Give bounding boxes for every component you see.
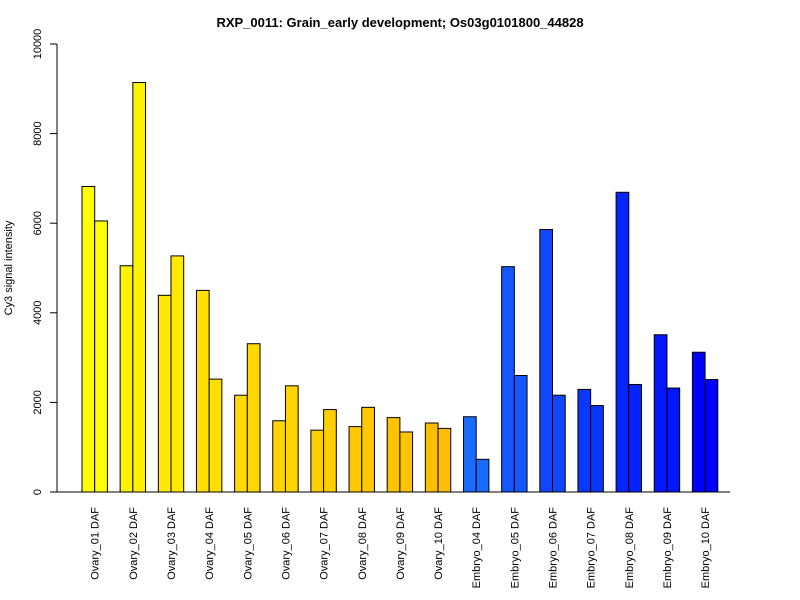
y-tick-label: 8000 <box>32 121 44 145</box>
bar <box>501 266 515 493</box>
bar <box>323 409 337 493</box>
bar <box>513 375 528 493</box>
x-tick-label: Ovary_10 DAF <box>433 507 445 580</box>
y-tick-label: 6000 <box>32 211 44 235</box>
bar <box>691 351 706 493</box>
bar <box>132 82 147 493</box>
x-tick-label: Embryo_10 DAF <box>700 507 712 589</box>
x-tick-label: Embryo_04 DAF <box>471 507 483 589</box>
bar <box>157 294 172 493</box>
x-tick-label: Ovary_09 DAF <box>395 507 407 580</box>
bar <box>234 394 248 493</box>
chart-title: RXP_0011: Grain_early development; Os03g… <box>216 15 583 30</box>
bar <box>81 185 96 493</box>
bar <box>284 385 299 493</box>
bar <box>246 343 261 493</box>
x-tick-label: Ovary_08 DAF <box>357 507 369 580</box>
bar <box>361 406 375 493</box>
x-tick-label: Embryo_09 DAF <box>662 507 674 589</box>
bar <box>424 422 439 493</box>
y-axis-ticks: 0 2000 4000 6000 8000 10000 <box>32 29 57 495</box>
x-tick-label: Ovary_03 DAF <box>166 507 178 580</box>
bar <box>628 383 642 493</box>
bar <box>119 265 134 493</box>
x-tick-label: Embryo_07 DAF <box>586 507 598 589</box>
bar <box>170 255 185 493</box>
bar <box>272 420 286 493</box>
bar <box>94 220 108 493</box>
bar <box>615 191 630 493</box>
x-tick-label: Embryo_06 DAF <box>548 507 560 589</box>
y-tick-label: 4000 <box>32 301 44 325</box>
bar <box>348 426 363 493</box>
bars <box>81 82 719 493</box>
bar <box>539 228 553 493</box>
bar <box>552 394 566 493</box>
bar <box>195 289 210 493</box>
x-tick-label: Ovary_01 DAF <box>90 507 102 580</box>
bar <box>590 405 604 493</box>
x-tick-label: Embryo_05 DAF <box>509 507 521 589</box>
x-axis-labels: Ovary_01 DAF Ovary_02 DAF Ovary_03 DAF Ovar… <box>90 507 712 589</box>
y-axis-title: Cy3 signal intensity <box>3 220 15 315</box>
bar <box>208 378 223 493</box>
x-tick-label: Ovary_05 DAF <box>242 507 254 580</box>
bar <box>666 387 681 493</box>
y-tick-label: 2000 <box>32 390 44 414</box>
bar <box>653 334 668 493</box>
bar <box>463 416 477 493</box>
x-tick-label: Ovary_07 DAF <box>319 507 331 580</box>
x-tick-label: Ovary_04 DAF <box>204 507 216 580</box>
x-tick-label: Ovary_06 DAF <box>280 507 292 580</box>
bar <box>310 429 325 493</box>
bar <box>475 458 490 493</box>
x-tick-label: Embryo_08 DAF <box>624 507 636 589</box>
y-tick-label: 0 <box>32 489 44 495</box>
bar <box>704 379 719 493</box>
bar <box>386 417 401 493</box>
y-tick-label: 10000 <box>32 29 44 60</box>
x-tick-label: Ovary_02 DAF <box>128 507 140 580</box>
bar <box>437 427 452 493</box>
bar <box>577 388 592 493</box>
bar <box>399 431 414 493</box>
